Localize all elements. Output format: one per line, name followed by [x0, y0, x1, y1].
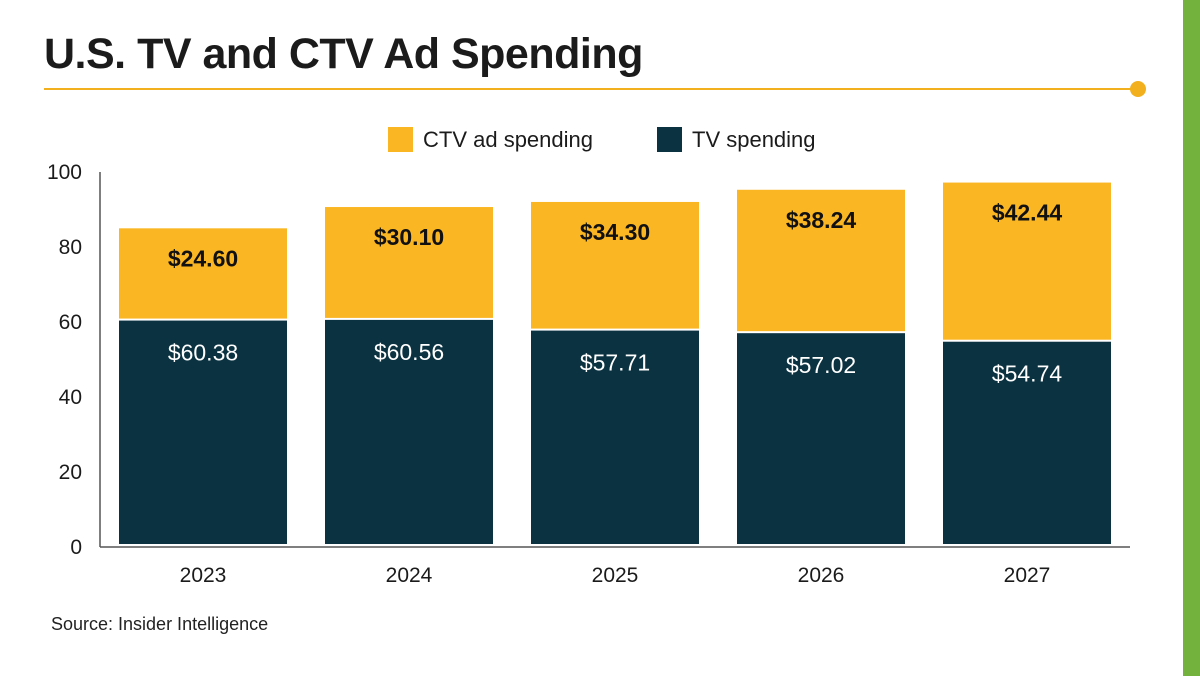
- bar-ctv-2025: [531, 201, 699, 329]
- y-tick-label: 0: [70, 536, 82, 559]
- chart-title: U.S. TV and CTV Ad Spending: [44, 30, 643, 78]
- data-label-ctv: $30.10: [374, 224, 444, 250]
- bar-ctv-2023: [119, 228, 287, 319]
- y-tick-label: 20: [59, 461, 82, 484]
- legend-label: CTV ad spending: [423, 127, 593, 152]
- data-label-ctv: $42.44: [992, 200, 1063, 226]
- x-tick-label: 2023: [180, 564, 227, 587]
- bar-ctv-2024: [325, 207, 493, 318]
- x-tick-label: 2024: [386, 564, 433, 587]
- title-divider-dot: [1130, 81, 1146, 97]
- data-label-tv: $57.02: [786, 352, 856, 378]
- y-tick-label: 100: [47, 161, 82, 184]
- bar-ctv-2027: [943, 182, 1111, 340]
- axes: 0 20 40 60 80 100: [47, 161, 1130, 559]
- bar-tv-2023: [119, 320, 287, 544]
- data-label-ctv: $38.24: [786, 207, 857, 233]
- data-label-tv: $60.38: [168, 340, 238, 366]
- legend-label: TV spending: [692, 127, 816, 152]
- data-label-tv: $57.71: [580, 350, 650, 376]
- data-label-tv: $54.74: [992, 361, 1063, 387]
- x-tick-label: 2027: [1004, 564, 1051, 587]
- bars: $60.38 $24.60 2023 $60.56 $30.10 2024 $57.71 $3…: [119, 182, 1111, 587]
- legend-swatch: [388, 127, 413, 152]
- x-tick-label: 2025: [592, 564, 639, 587]
- bar-tv-2027: [943, 341, 1111, 544]
- title-divider: [44, 88, 1136, 90]
- legend: CTV ad spending TV spending: [388, 127, 816, 152]
- source-note: Source: Insider Intelligence: [51, 614, 269, 634]
- data-label-tv: $60.56: [374, 339, 444, 365]
- data-label-ctv: $24.60: [168, 245, 238, 271]
- legend-swatch: [657, 127, 682, 152]
- bar-tv-2024: [325, 319, 493, 544]
- y-tick-label: 40: [59, 386, 82, 409]
- bar-ctv-2026: [737, 189, 905, 332]
- bar-tv-2026: [737, 333, 905, 544]
- x-tick-label: 2026: [798, 564, 845, 587]
- data-label-ctv: $34.30: [580, 219, 650, 245]
- bar-tv-2025: [531, 330, 699, 544]
- y-tick-label: 80: [59, 236, 82, 259]
- side-accent-bar: [1183, 0, 1200, 676]
- y-tick-label: 60: [59, 311, 82, 334]
